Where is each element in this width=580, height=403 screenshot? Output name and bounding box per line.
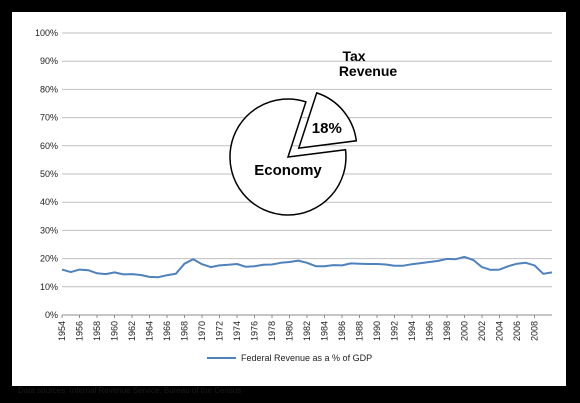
series-line	[61, 255, 553, 279]
y-tick-label: 70%	[40, 113, 58, 123]
y-tick-label: 20%	[40, 254, 58, 264]
x-tick-label: 1992	[390, 321, 400, 341]
y-tick-label: 80%	[40, 84, 58, 94]
source-note: Data sources: Internal Revenue Service, …	[18, 386, 242, 395]
pie-label-tax-line1: Tax	[342, 48, 365, 64]
pie-label-tax-line2: Revenue	[339, 63, 398, 79]
y-tick-label: 50%	[40, 169, 58, 179]
x-tick-label: 1966	[162, 321, 172, 341]
pie-slice-economy	[229, 98, 347, 216]
y-tick-label: 10%	[40, 282, 58, 292]
x-tick-label: 1988	[355, 321, 365, 341]
y-tick-label: 0%	[45, 310, 58, 320]
x-tick-label: 1956	[75, 321, 85, 341]
y-tick-label: 90%	[40, 56, 58, 66]
x-tick-label: 1970	[197, 321, 207, 341]
series-layer	[61, 255, 553, 279]
pie-slice-tax-revenue	[297, 91, 358, 149]
x-tick-label: 1958	[92, 321, 102, 341]
x-tick-label: 1954	[57, 321, 67, 341]
x-tick-label: 1998	[442, 321, 452, 341]
x-tick-label: 1976	[250, 321, 260, 341]
x-tick-label: 1960	[110, 321, 120, 341]
x-tick-label: 1990	[372, 321, 382, 341]
legend-label: Federal Revenue as a % of GDP	[241, 353, 372, 363]
x-tick-label: 1962	[127, 321, 137, 341]
chart-frame: 0% 10% 20% 30% 40% 50% 60% 70% 80% 90% 100% 1954 19…	[12, 12, 566, 386]
x-tick-label: 2000	[460, 321, 470, 341]
x-tick-label: 1982	[302, 321, 312, 341]
x-tick-label: 1980	[285, 321, 295, 341]
x-tick-label: 1978	[267, 321, 277, 341]
y-tick-label: 40%	[40, 197, 58, 207]
x-tick-label: 2002	[477, 321, 487, 341]
y-tick-label: 100%	[35, 28, 58, 38]
y-tick-label: 60%	[40, 141, 58, 151]
x-tick-label: 2006	[512, 321, 522, 341]
x-axis-ticks: 1954 1956 1958 1960 1962 1964 1966 1968 1970 1972…	[57, 315, 540, 341]
y-tick-label: 30%	[40, 225, 58, 235]
x-tick-label: 1996	[425, 321, 435, 341]
x-tick-label: 1972	[215, 321, 225, 341]
x-tick-label: 1964	[145, 321, 155, 341]
y-axis-ticks: 0% 10% 20% 30% 40% 50% 60% 70% 80% 90% 100%	[35, 28, 58, 320]
x-tick-label: 2004	[495, 321, 505, 341]
pie-value-label-tax: 18%	[312, 120, 342, 137]
chart-svg: 0%10%20%30%40%50%60%70%80%90%100% 1954 19…	[35, 28, 553, 363]
x-tick-label: 1994	[407, 321, 417, 341]
x-tick-label: 2008	[530, 321, 540, 341]
x-tick-label: 1986	[337, 321, 347, 341]
x-tick-label: 1974	[232, 321, 242, 341]
x-tick-label: 1984	[320, 321, 330, 341]
legend: Federal Revenue as a % of GDP	[207, 353, 372, 363]
x-tick-label: 1968	[180, 321, 190, 341]
pie-label-economy: Economy	[254, 162, 322, 179]
